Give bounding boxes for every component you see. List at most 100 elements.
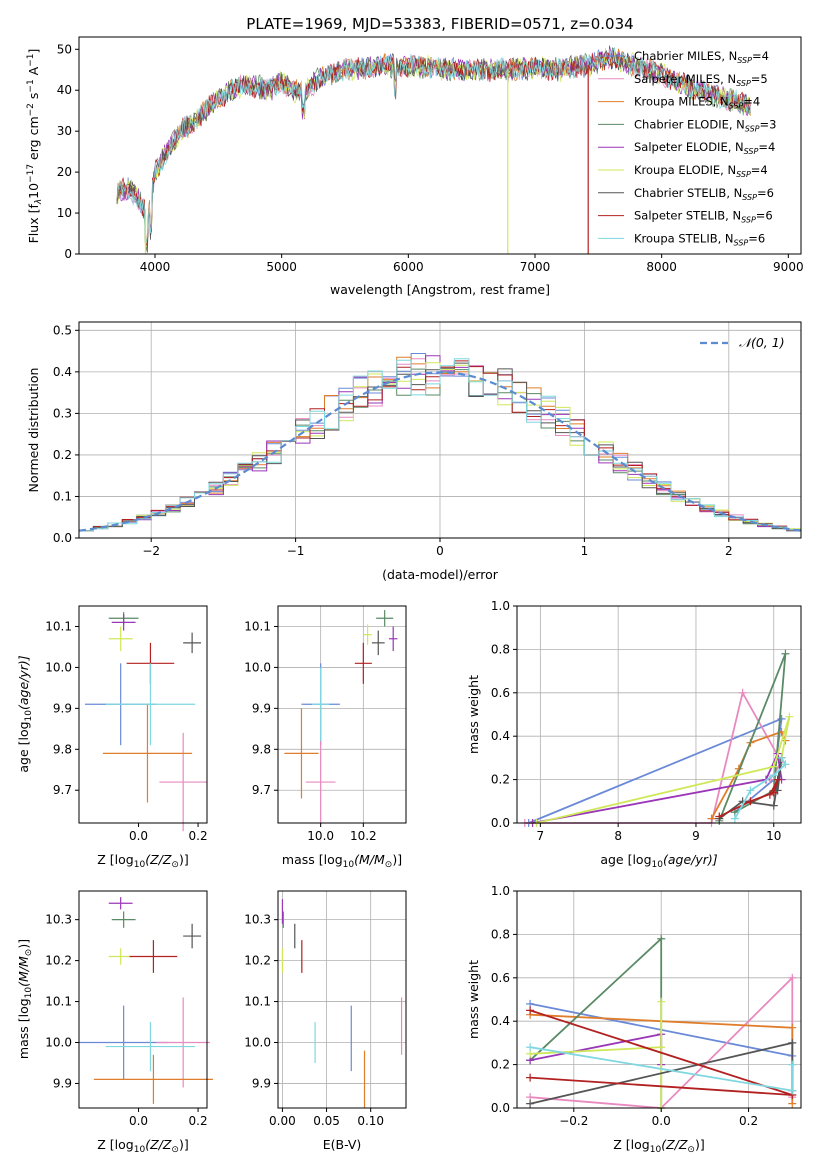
- y-axis-label: mass weight: [466, 675, 481, 754]
- y-tick-label: 30: [57, 124, 72, 138]
- weight-marker: [746, 797, 755, 806]
- y-tick-label: 10.1: [244, 619, 271, 633]
- y-tick-label: 1.0: [491, 599, 510, 613]
- weight-marker: [788, 1099, 797, 1108]
- weight-marker: [730, 814, 739, 823]
- weight-marker: [788, 973, 797, 982]
- legend-label: Kroupa MILES, NSSP=4: [634, 95, 760, 111]
- weight-marker: [777, 714, 786, 723]
- x-tick-label: 0.0: [129, 1114, 148, 1128]
- y-tick-label: 1.0: [491, 884, 510, 898]
- weight-marker: [788, 1060, 797, 1069]
- plot-area: [78, 353, 802, 532]
- weight-marker: [526, 1043, 535, 1052]
- age-vs-metallicity-panel: 0.0 0.2 9.7 9.8 9.9 10.0 10.1 Z [log10(Z/Z⊙)] ag…: [16, 605, 208, 870]
- y-tick-label: 0.0: [53, 531, 72, 545]
- x-axis-label: Z [log10(Z/Z⊙)]: [613, 1137, 704, 1155]
- plot-area: [284, 610, 398, 823]
- x-tick-label: 8: [614, 829, 622, 843]
- x-axis-label: age [log10(age/yr)]: [600, 852, 717, 870]
- axes-frame: [516, 890, 802, 1109]
- weight-marker: [788, 1038, 797, 1047]
- x-tick-label: 10: [766, 829, 781, 843]
- weight-marker: [738, 688, 747, 697]
- mass-vs-ebv-panel: 0.00 0.05 0.10 9.9 10.0 10.1 10.2 10.3 E(B-V): [244, 890, 407, 1152]
- weight-marker: [781, 649, 790, 658]
- y-tick-label: 40: [57, 83, 72, 97]
- x-tick-label: 0.10: [357, 1114, 384, 1128]
- y-tick-label: 10.1: [244, 995, 271, 1009]
- weight-marker: [773, 775, 782, 784]
- x-tick-label: 10.2: [350, 829, 377, 843]
- y-tick-label: 0.4: [53, 365, 72, 379]
- plot-area: [84, 612, 207, 832]
- x-tick-label: −0.2: [559, 1114, 588, 1128]
- y-axis-label: Flux [fλ10−17 erg cm−2 s−1 A−1]: [26, 49, 44, 244]
- y-tick-label: 50: [57, 42, 72, 56]
- x-tick-label: 0.00: [269, 1114, 296, 1128]
- x-tick-label: 0.0: [652, 1114, 671, 1128]
- x-tick-label: 7000: [520, 260, 551, 274]
- legend-label: Chabrier STELIB, NSSP=6: [634, 186, 774, 202]
- x-tick-label: 1: [581, 544, 589, 558]
- y-tick-label: 10.3: [45, 913, 72, 927]
- legend-label: Chabrier MILES, NSSP=4: [634, 49, 769, 65]
- weight-line-kroupa-elodie: [530, 1001, 663, 1108]
- plot-area: [526, 934, 797, 1112]
- y-tick-label: 0.6: [491, 971, 510, 985]
- legend-label: Salpeter MILES, NSSP=5: [634, 72, 768, 88]
- y-tick-label: 10.2: [45, 954, 72, 968]
- mass-weight-vs-age-panel: 7 8 9 10 0.0 0.2 0.4 0.6 0.8 1.0 mass weight age [l…: [466, 599, 802, 870]
- y-tick-label: 10.0: [45, 660, 72, 674]
- legend-label: Salpeter ELODIE, NSSP=4: [634, 140, 775, 156]
- axes-frame: [78, 890, 208, 1109]
- plot-area: [520, 649, 794, 827]
- weight-marker: [746, 786, 755, 795]
- axes-frame: [78, 36, 802, 255]
- x-tick-label: 9000: [773, 260, 804, 274]
- y-axis-label: Normed distribution: [26, 368, 41, 493]
- weight-marker: [788, 1023, 797, 1032]
- y-tick-label: 9.7: [53, 783, 72, 797]
- y-tick-label: 9.8: [53, 742, 72, 756]
- x-tick-label: 0.2: [189, 1114, 208, 1128]
- y-tick-label: 20: [57, 165, 72, 179]
- y-tick-label: 10: [57, 206, 72, 220]
- y-tick-label: 10.1: [45, 995, 72, 1009]
- weight-marker: [526, 1006, 535, 1015]
- plot-area: [116, 45, 751, 254]
- weight-marker: [769, 762, 778, 771]
- y-tick-label: 0.8: [491, 927, 510, 941]
- y-tick-label: 9.9: [252, 1076, 271, 1090]
- x-tick-label: 8000: [646, 260, 677, 274]
- x-tick-label: 5000: [266, 260, 297, 274]
- x-tick-label: 0.0: [129, 829, 148, 843]
- age-vs-mass-panel: 10.0 10.2 9.7 9.8 9.9 10.0 10.1 mass [log10(M/M…: [244, 605, 407, 870]
- x-tick-label: 0: [436, 544, 444, 558]
- plot-area: [79, 897, 213, 1104]
- x-axis-label: mass [log10(M/M⊙)]: [282, 852, 402, 870]
- normal-curve: [78, 371, 802, 532]
- y-tick-label: 9.7: [252, 783, 271, 797]
- x-axis-label: Z [log10(Z/Z⊙)]: [97, 1137, 188, 1155]
- x-axis-label: Z [log10(Z/Z⊙)]: [97, 852, 188, 870]
- y-tick-label: 0.0: [491, 1101, 510, 1115]
- x-axis-label: wavelength [Angstrom, rest frame]: [330, 282, 550, 297]
- plot-area: [281, 899, 403, 1108]
- histogram-kroupa-stelib: [79, 358, 801, 532]
- weight-marker: [657, 1043, 666, 1052]
- weight-marker: [715, 812, 724, 821]
- weight-line-kroupa-elodie: [536, 716, 791, 824]
- y-tick-label: 0.3: [53, 406, 72, 420]
- weight-marker: [788, 1086, 797, 1095]
- weight-marker: [526, 1099, 535, 1108]
- y-tick-label: 0.2: [53, 448, 72, 462]
- y-tick-label: 10.0: [244, 1035, 271, 1049]
- weight-marker: [769, 801, 778, 810]
- x-axis-label: E(B-V): [323, 1137, 362, 1152]
- x-tick-label: 7: [537, 829, 545, 843]
- y-tick-label: 0.4: [491, 729, 510, 743]
- weight-line-salpeter-elodie: [529, 1033, 663, 1065]
- y-tick-label: 10.2: [244, 954, 271, 968]
- spectrum-line-kroupa-stelib: [116, 46, 751, 246]
